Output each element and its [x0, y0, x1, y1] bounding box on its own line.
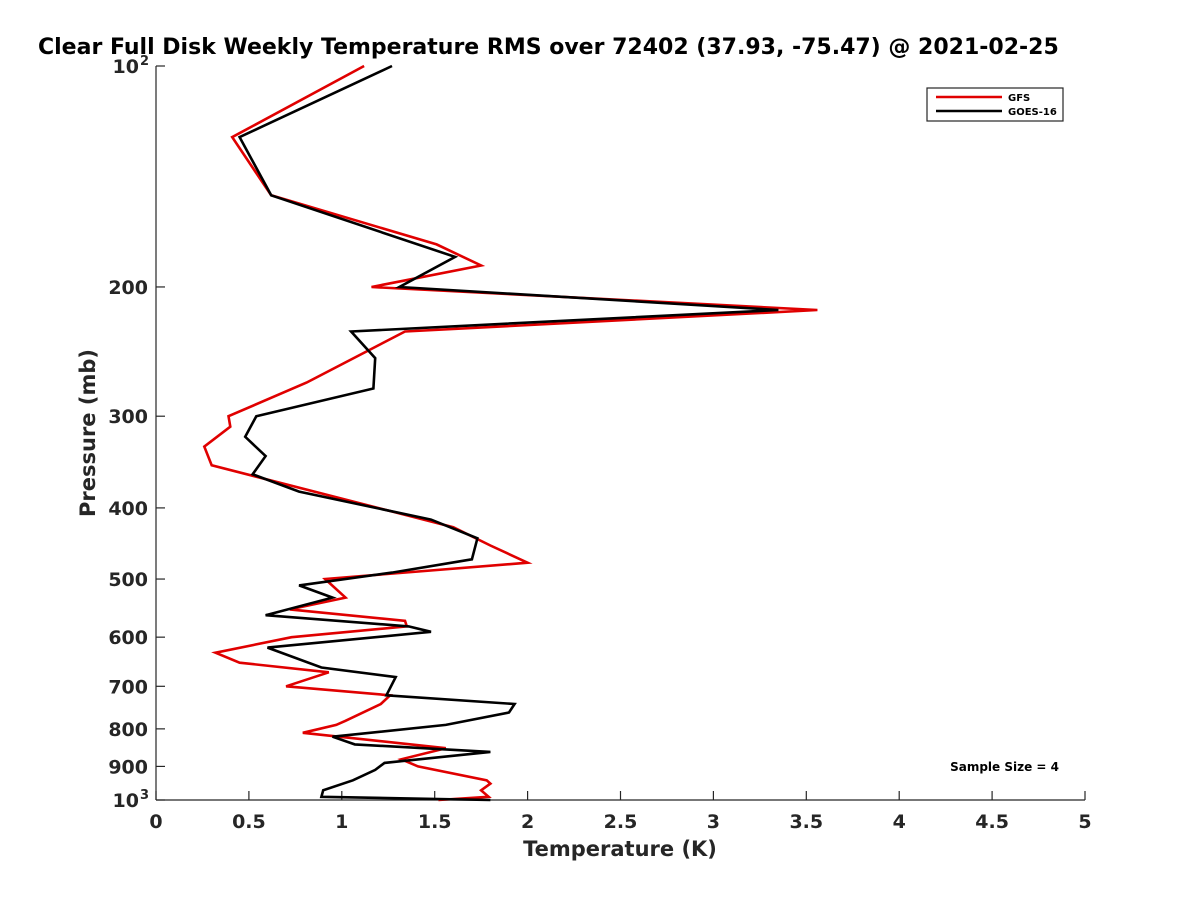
y-tick-label: 10	[113, 790, 139, 812]
x-tick-label: 5	[1078, 811, 1091, 833]
x-tick-label: 2	[521, 811, 534, 833]
legend: GFS GOES-16	[926, 87, 1064, 122]
series-line-goes-16	[237, 64, 779, 802]
legend-box	[926, 87, 1064, 122]
y-tick-label: 800	[108, 719, 148, 741]
x-tick-label: 3.5	[789, 811, 823, 833]
y-tick-label: 600	[108, 627, 148, 649]
y-tick-label: 700	[108, 676, 148, 698]
x-tick-label: 0	[149, 811, 162, 833]
chart-title: Clear Full Disk Weekly Temperature RMS o…	[38, 35, 1059, 60]
y-tick-label: 300	[108, 406, 148, 428]
x-tick-label: 1.5	[418, 811, 452, 833]
x-axis-label: Temperature (K)	[523, 837, 717, 861]
x-tick-label: 4	[893, 811, 906, 833]
y-tick-label: 10	[113, 56, 139, 78]
legend-entry-gfs: GFS	[1008, 93, 1030, 104]
y-tick-label: 900	[108, 756, 148, 778]
y-tick-label: 200	[108, 277, 148, 299]
sample-size-annotation: Sample Size = 4	[950, 760, 1059, 774]
series-line-gfs	[202, 64, 818, 802]
y-tick-exponent: 3	[140, 788, 149, 803]
y-tick-label: 500	[108, 569, 148, 591]
x-tick-label: 4.5	[975, 811, 1009, 833]
x-tick-label: 1	[335, 811, 348, 833]
x-tick-label: 2.5	[604, 811, 638, 833]
plot-frame	[155, 66, 1085, 801]
legend-entry-goes-16: GOES-16	[1008, 107, 1057, 118]
y-tick-label: 400	[108, 498, 148, 520]
x-tick-label: 0.5	[232, 811, 266, 833]
x-axis: 0 0.5 1 1.5 2 2.5 3 3.5 4 4.5 5	[149, 791, 1092, 833]
series-layer	[202, 64, 818, 802]
x-tick-label: 3	[707, 811, 720, 833]
y-axis-label: Pressure (mb)	[76, 349, 100, 517]
y-tick-exponent: 2	[140, 54, 149, 69]
